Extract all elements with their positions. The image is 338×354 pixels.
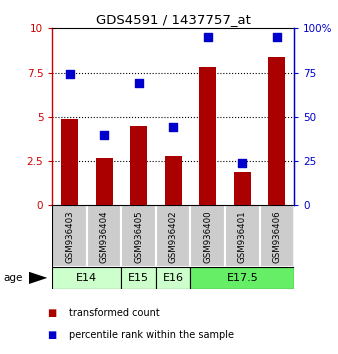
Text: GSM936400: GSM936400 <box>203 210 212 263</box>
Text: GSM936406: GSM936406 <box>272 210 281 263</box>
Point <box>240 160 245 166</box>
Point <box>274 34 280 40</box>
Bar <box>121 205 156 267</box>
Polygon shape <box>29 272 47 284</box>
Bar <box>191 267 294 289</box>
Point <box>101 132 107 137</box>
Bar <box>268 57 285 205</box>
Text: E15: E15 <box>128 273 149 283</box>
Text: E17.5: E17.5 <box>226 273 258 283</box>
Text: GSM936405: GSM936405 <box>134 210 143 263</box>
Bar <box>260 205 294 267</box>
Text: percentile rank within the sample: percentile rank within the sample <box>69 330 234 339</box>
Bar <box>234 172 251 205</box>
Text: GSM936402: GSM936402 <box>169 210 178 263</box>
Bar <box>191 205 225 267</box>
Text: E14: E14 <box>76 273 97 283</box>
Text: GSM936403: GSM936403 <box>65 210 74 263</box>
Text: GSM936401: GSM936401 <box>238 210 247 263</box>
Text: GSM936404: GSM936404 <box>100 210 109 263</box>
Bar <box>52 205 87 267</box>
Bar <box>121 267 156 289</box>
Text: ■: ■ <box>47 308 56 318</box>
Point <box>136 80 141 86</box>
Bar <box>96 158 113 205</box>
Bar <box>61 119 78 205</box>
Bar <box>52 267 121 289</box>
Title: GDS4591 / 1437757_at: GDS4591 / 1437757_at <box>96 13 251 26</box>
Text: E16: E16 <box>163 273 184 283</box>
Text: age: age <box>3 273 23 283</box>
Point <box>67 72 72 77</box>
Bar <box>156 267 191 289</box>
Point <box>205 34 211 40</box>
Bar <box>87 205 121 267</box>
Text: transformed count: transformed count <box>69 308 160 318</box>
Bar <box>225 205 260 267</box>
Point <box>171 125 176 130</box>
Bar <box>130 126 147 205</box>
Bar <box>199 67 216 205</box>
Text: ■: ■ <box>47 330 56 339</box>
Bar <box>165 156 182 205</box>
Bar <box>156 205 191 267</box>
